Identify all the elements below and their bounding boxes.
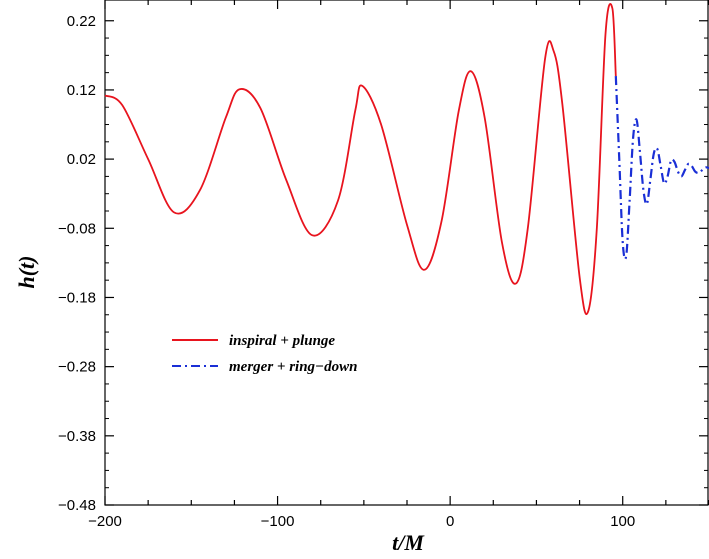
series-merger-ringdown-line	[614, 76, 709, 261]
y-axis: 0.22 0.12 0.02 −0.08 −0.18 −0.28 −0.38 −0.48	[58, 13, 708, 514]
x-axis-title: t/M	[392, 530, 425, 555]
legend-label: inspiral + plunge	[229, 333, 335, 349]
plot-frame-border	[104, 0, 709, 506]
plot-frame	[104, 0, 709, 506]
y-tick-label: 0.02	[67, 151, 96, 168]
x-tick-label: 100	[610, 513, 635, 530]
y-tick-label: −0.38	[58, 428, 96, 445]
legend-label: merger + ring−down	[229, 359, 358, 375]
y-axis-title: h(t)	[14, 256, 39, 289]
x-axis: −200 −100 0 100	[88, 0, 709, 530]
y-tick-label: −0.28	[58, 359, 96, 376]
series-layer	[104, 3, 709, 316]
y-tick-label: 0.12	[67, 82, 96, 99]
series-inspiral-plunge-line	[104, 3, 617, 316]
x-tick-label: −200	[88, 513, 122, 530]
y-tick-label: −0.48	[58, 497, 96, 514]
legend: inspiral + plunge merger + ring−down	[172, 333, 358, 375]
x-tick-label: 0	[446, 513, 454, 530]
y-tick-label: −0.18	[58, 289, 96, 306]
x-tick-label: −100	[261, 513, 295, 530]
y-tick-label: −0.08	[58, 220, 96, 237]
y-tick-label: 0.22	[67, 13, 96, 30]
